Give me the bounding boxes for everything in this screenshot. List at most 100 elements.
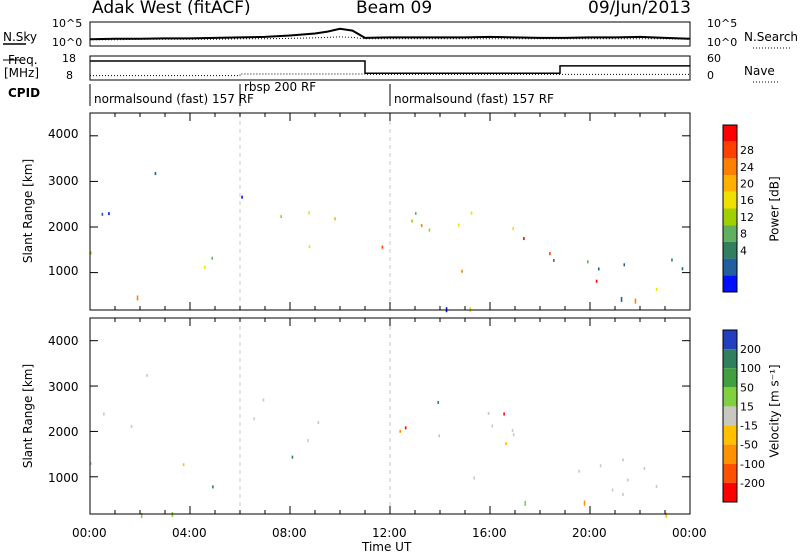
velocity-cell bbox=[505, 442, 507, 446]
velocity-cell bbox=[643, 466, 646, 470]
velocity-cell bbox=[404, 426, 407, 430]
velocity-cell bbox=[524, 500, 527, 506]
power-colorbar-swatch-1 bbox=[723, 125, 737, 142]
power-cell bbox=[671, 258, 673, 262]
power-colorbar-swatch-5 bbox=[723, 191, 737, 209]
power-cell bbox=[634, 298, 637, 304]
power-colorbar-swatch-6 bbox=[723, 208, 737, 226]
power-cell bbox=[597, 267, 600, 271]
velocity-cell bbox=[140, 512, 143, 518]
power-colorbar-tick-7: 4 bbox=[740, 244, 747, 257]
xtick-4: 16:00 bbox=[472, 526, 507, 540]
power-cell bbox=[241, 195, 243, 199]
velocity-colorbar-tick-3: 50 bbox=[740, 381, 754, 394]
velocity-colorbar-swatch-7 bbox=[723, 444, 737, 464]
velocity-cell bbox=[253, 417, 255, 421]
cpid-segment-3: normalsound (fast) 157 RF bbox=[394, 92, 554, 106]
power-ytick-4000: 4000 bbox=[48, 127, 79, 141]
power-cell bbox=[308, 211, 310, 215]
xtick-1: 04:00 bbox=[172, 526, 207, 540]
noise-right-tick-bottom: 10^0 bbox=[707, 36, 738, 49]
date-title: 09/Jun/2013 bbox=[588, 0, 691, 18]
power-cell bbox=[461, 269, 463, 273]
nsky-label: N.Sky bbox=[3, 30, 38, 44]
frequency-line bbox=[90, 60, 690, 75]
power-cell bbox=[623, 263, 626, 267]
velocity-colorbar-tick-1: 200 bbox=[740, 343, 761, 356]
power-field bbox=[90, 172, 684, 313]
cpid-segment-2: rbsp 200 RF bbox=[244, 80, 317, 94]
velocity-cell bbox=[291, 455, 294, 459]
velocity-cell bbox=[578, 469, 580, 473]
power-colorbar-tick-5: 12 bbox=[740, 211, 754, 224]
velocity-cell bbox=[512, 433, 515, 437]
xtick-2: 08:00 bbox=[272, 526, 307, 540]
power-cell bbox=[108, 212, 110, 216]
nave-line bbox=[90, 73, 690, 77]
xtick-5: 20:00 bbox=[572, 526, 607, 540]
velocity-colorbar-swatch-2 bbox=[723, 349, 737, 369]
power-colorbar-frame bbox=[722, 124, 738, 293]
velocity-cell bbox=[103, 412, 105, 416]
velocity-colorbar-tick-2: 100 bbox=[740, 362, 761, 375]
power-cell bbox=[620, 296, 623, 302]
velocity-cell bbox=[317, 421, 320, 425]
velocity-colorbar-tick-8: -200 bbox=[740, 477, 765, 490]
velocity-ytick-4000: 4000 bbox=[48, 334, 79, 348]
velocity-cell bbox=[491, 424, 494, 428]
velocity-cell bbox=[262, 398, 265, 402]
power-cell bbox=[204, 265, 206, 269]
power-colorbar-swatch-8 bbox=[723, 241, 737, 259]
power-cell bbox=[334, 217, 336, 221]
velocity-field bbox=[90, 373, 667, 518]
velocity-cell bbox=[665, 512, 667, 518]
velocity-colorbar-swatch-6 bbox=[723, 425, 737, 445]
velocity-cell bbox=[90, 461, 92, 465]
power-cell bbox=[420, 224, 423, 228]
velocity-cell bbox=[583, 500, 586, 506]
velocity-cell bbox=[130, 424, 133, 428]
velocity-colorbar-frame bbox=[722, 329, 738, 503]
noise-right-tick-top: 10^5 bbox=[707, 17, 738, 30]
noise-left-tick-top: 10^5 bbox=[52, 17, 83, 30]
velocity-cell bbox=[622, 458, 624, 462]
power-colorbar-swatch-4 bbox=[723, 175, 737, 192]
nsearch-label: N.Search bbox=[744, 30, 799, 44]
power-cell bbox=[470, 211, 473, 215]
velocity-ytick-1000: 1000 bbox=[48, 471, 79, 485]
power-cell bbox=[280, 215, 282, 219]
velocity-cell bbox=[503, 412, 505, 416]
velocity-colorbar-tick-7: -100 bbox=[740, 458, 765, 471]
velocity-ytick-2000: 2000 bbox=[48, 425, 79, 439]
velocity-cell bbox=[611, 488, 614, 492]
velocity-colorbar-tick-5: -15 bbox=[740, 420, 758, 433]
velocity-cell bbox=[438, 434, 440, 438]
beam-title: Beam 09 bbox=[356, 0, 433, 18]
power-colorbar-swatch-2 bbox=[723, 141, 737, 159]
power-cell bbox=[308, 245, 311, 249]
power-cell bbox=[428, 228, 431, 232]
power-colorbar-swatch-10 bbox=[723, 275, 737, 292]
power-cell bbox=[414, 211, 417, 215]
power-cell bbox=[655, 287, 658, 291]
velocity-colorbar-swatch-8 bbox=[723, 463, 737, 483]
velocity-cell bbox=[622, 492, 624, 496]
power-cell bbox=[457, 223, 460, 227]
nsearch-line bbox=[90, 36, 691, 41]
power-cell bbox=[549, 252, 551, 256]
power-colorbar-tick-4: 16 bbox=[740, 194, 754, 207]
power-cell bbox=[411, 219, 413, 223]
xtick-0: 00:00 bbox=[72, 526, 107, 540]
xtick-3: 12:00 bbox=[372, 526, 407, 540]
velocity-cell bbox=[487, 411, 490, 415]
power-colorbar-tick-3: 20 bbox=[740, 177, 754, 190]
power-cell bbox=[136, 295, 139, 301]
nave-label: Nave bbox=[744, 64, 775, 78]
noise-panel-frame bbox=[89, 21, 691, 47]
velocity-ytick-3000: 3000 bbox=[48, 380, 79, 394]
power-colorbar-swatch-3 bbox=[723, 158, 737, 176]
xlabel: Time UT bbox=[362, 540, 412, 554]
velocity-colorbar-swatch-3 bbox=[723, 368, 737, 388]
velocity-colorbar-tick-6: -50 bbox=[740, 439, 758, 452]
